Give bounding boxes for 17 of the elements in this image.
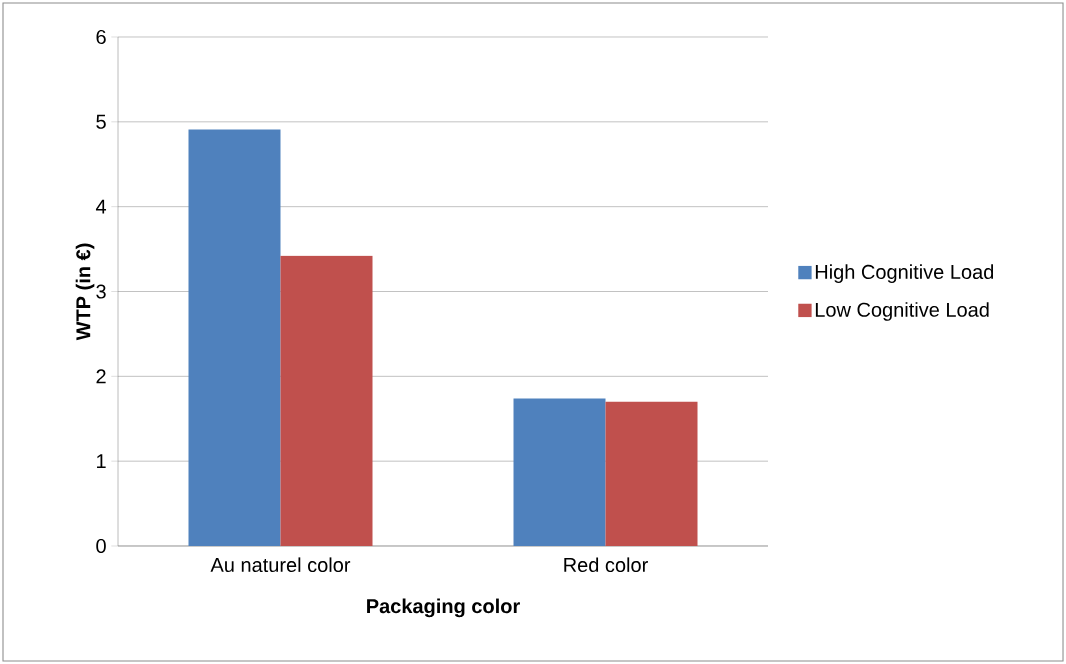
y-axis-title: WTP (in €) — [75, 243, 95, 341]
bar — [188, 129, 281, 546]
y-tick-label: 4 — [95, 199, 107, 214]
bar — [280, 255, 373, 546]
x-tick-label: Au naturel color — [210, 557, 351, 573]
y-tick-label: 3 — [96, 284, 106, 299]
legend-label: Low Cognitive Load — [815, 302, 989, 321]
bar — [513, 398, 606, 546]
y-tick-label: 1 — [97, 454, 106, 469]
bar — [605, 401, 698, 546]
y-tick-label: 5 — [96, 114, 106, 129]
x-axis-title: Packaging color — [367, 598, 520, 618]
y-tick-label: 0 — [96, 538, 106, 554]
legend-label: High Cognitive Load — [815, 264, 994, 283]
y-tick-label: 6 — [96, 29, 106, 45]
x-tick-label: Red color — [564, 557, 648, 573]
y-tick-label: 2 — [96, 369, 106, 384]
